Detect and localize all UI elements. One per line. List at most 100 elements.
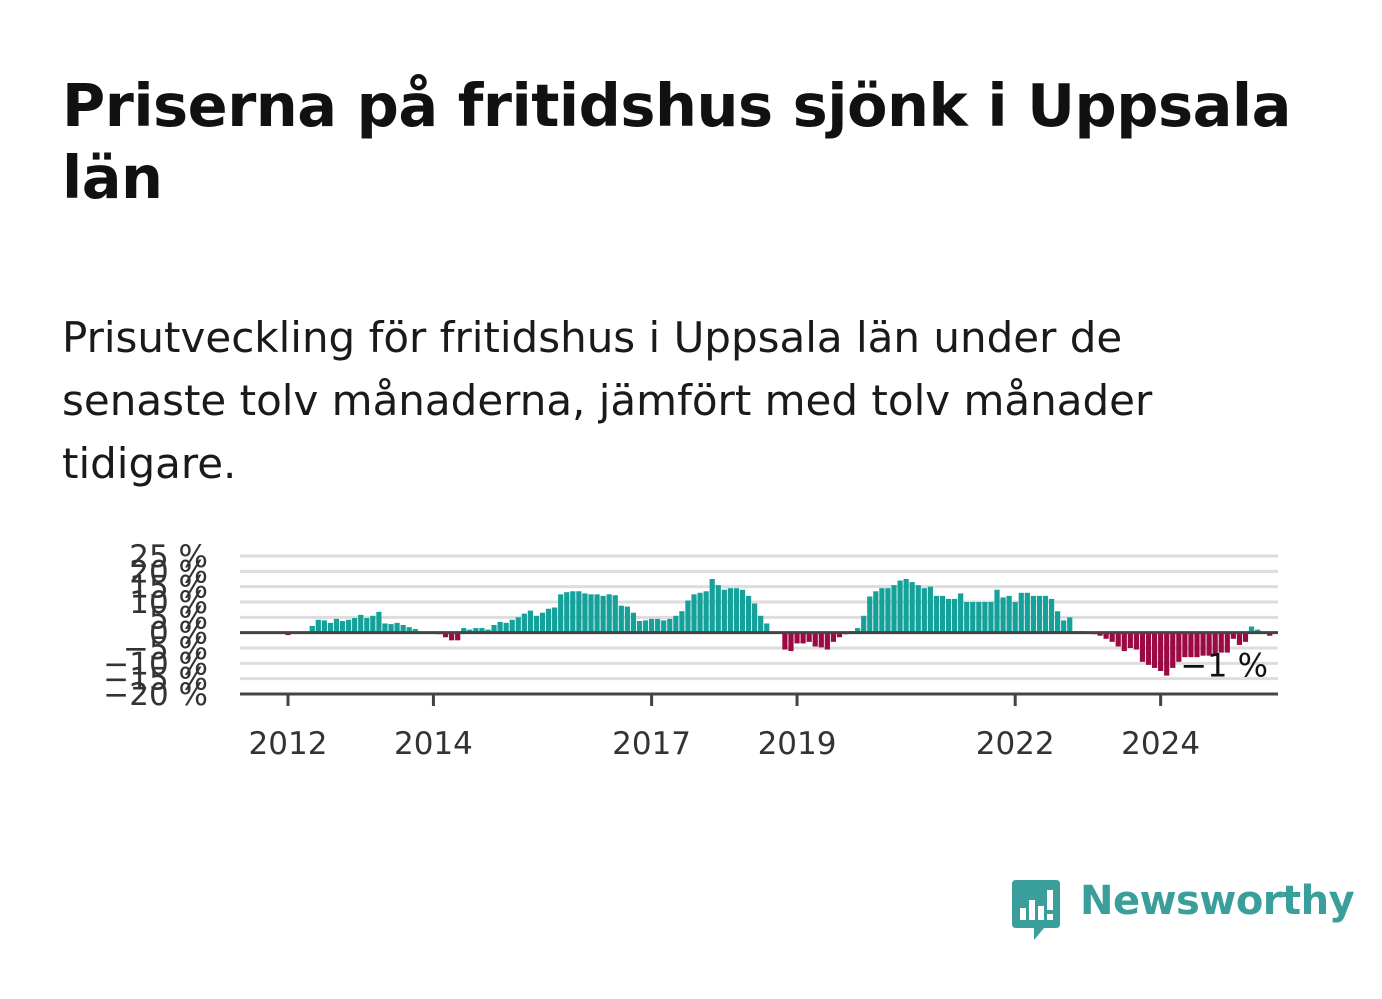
bar [485,629,491,633]
bar [636,621,643,633]
bar [527,610,533,633]
bar [903,579,909,633]
bar [1182,632,1188,658]
bar [958,593,964,633]
bar [594,594,600,633]
bar [873,591,879,633]
bar [558,594,564,633]
bar [309,625,315,633]
bar [861,615,867,633]
bar [370,615,376,633]
bar [1048,598,1055,633]
y-tick-label: 10 % [129,585,208,621]
bar [1121,632,1127,652]
bar [988,602,994,633]
latest-value-label: −1 % [1180,646,1268,684]
bar [315,619,321,633]
bar [461,628,467,633]
x-tick-label: 2014 [394,726,473,762]
bar [1176,632,1182,662]
bar [1097,632,1103,636]
x-tick-label: 2019 [758,726,837,762]
bar [933,595,940,633]
bar [339,621,346,633]
bar [1109,632,1115,642]
bar [830,632,836,642]
bar [382,623,388,633]
bar [836,632,843,638]
bar [800,632,806,644]
bar [915,585,921,633]
bar [667,618,673,633]
bar [521,613,527,633]
bar [618,605,624,633]
bar [406,627,412,633]
bar [824,632,830,650]
bar [1145,632,1152,665]
bar [1212,632,1218,655]
bar [806,632,812,642]
bar [685,600,691,633]
bar [1200,632,1206,656]
x-tick-label: 2022 [976,726,1055,762]
bar [570,591,576,633]
bar [352,617,358,633]
bar [479,628,485,633]
bar [952,598,958,633]
bar [885,588,891,633]
bar [491,625,497,633]
y-tick-label: 15 % [129,570,208,606]
bar [818,632,824,648]
bar [364,617,370,633]
bar [976,602,982,633]
bar [715,585,721,633]
bar [1230,632,1236,639]
price-change-bar-chart: 25 %20 %15 %10 %5 %0 %−5 %−10 %−15 %−20 … [103,539,1278,762]
bar [1024,592,1030,633]
bar [727,588,733,633]
bar [1158,632,1164,671]
bar [1103,632,1109,639]
bar [673,615,679,633]
bar [855,628,861,633]
bar [400,625,406,633]
bar [1236,632,1243,645]
bar [1012,602,1018,633]
bar [982,602,988,633]
bar [739,589,746,633]
bar [1218,632,1224,653]
bar [376,611,382,633]
bar [467,629,473,633]
bar [649,618,655,633]
bar [1139,632,1146,662]
bar [1006,595,1012,633]
bar [879,588,885,633]
bar [721,589,727,633]
bar [442,632,449,638]
bar [1206,632,1212,656]
bar [1224,632,1230,653]
bar [1133,632,1139,650]
bar [964,602,970,633]
bar [576,591,582,633]
brand-name: Newsworthy [1080,878,1355,924]
y-tick-label: 5 % [149,600,208,636]
bar [1127,632,1133,648]
bar [509,619,515,633]
bar [327,622,334,633]
bars [285,579,1273,676]
bar [794,632,800,644]
bar [612,595,618,633]
newsworthy-logo-icon [1012,880,1060,940]
bar [1000,597,1006,633]
bar [994,589,1000,633]
bar [333,618,340,633]
x-axis-ticks: 2012 2014 2017 2019 2022 2024 [249,694,1200,762]
bar [1018,592,1024,633]
bar [945,598,952,633]
bar [1055,611,1061,633]
bar [1242,632,1249,642]
bar [812,632,818,647]
bar [588,594,594,633]
bar [897,580,903,633]
